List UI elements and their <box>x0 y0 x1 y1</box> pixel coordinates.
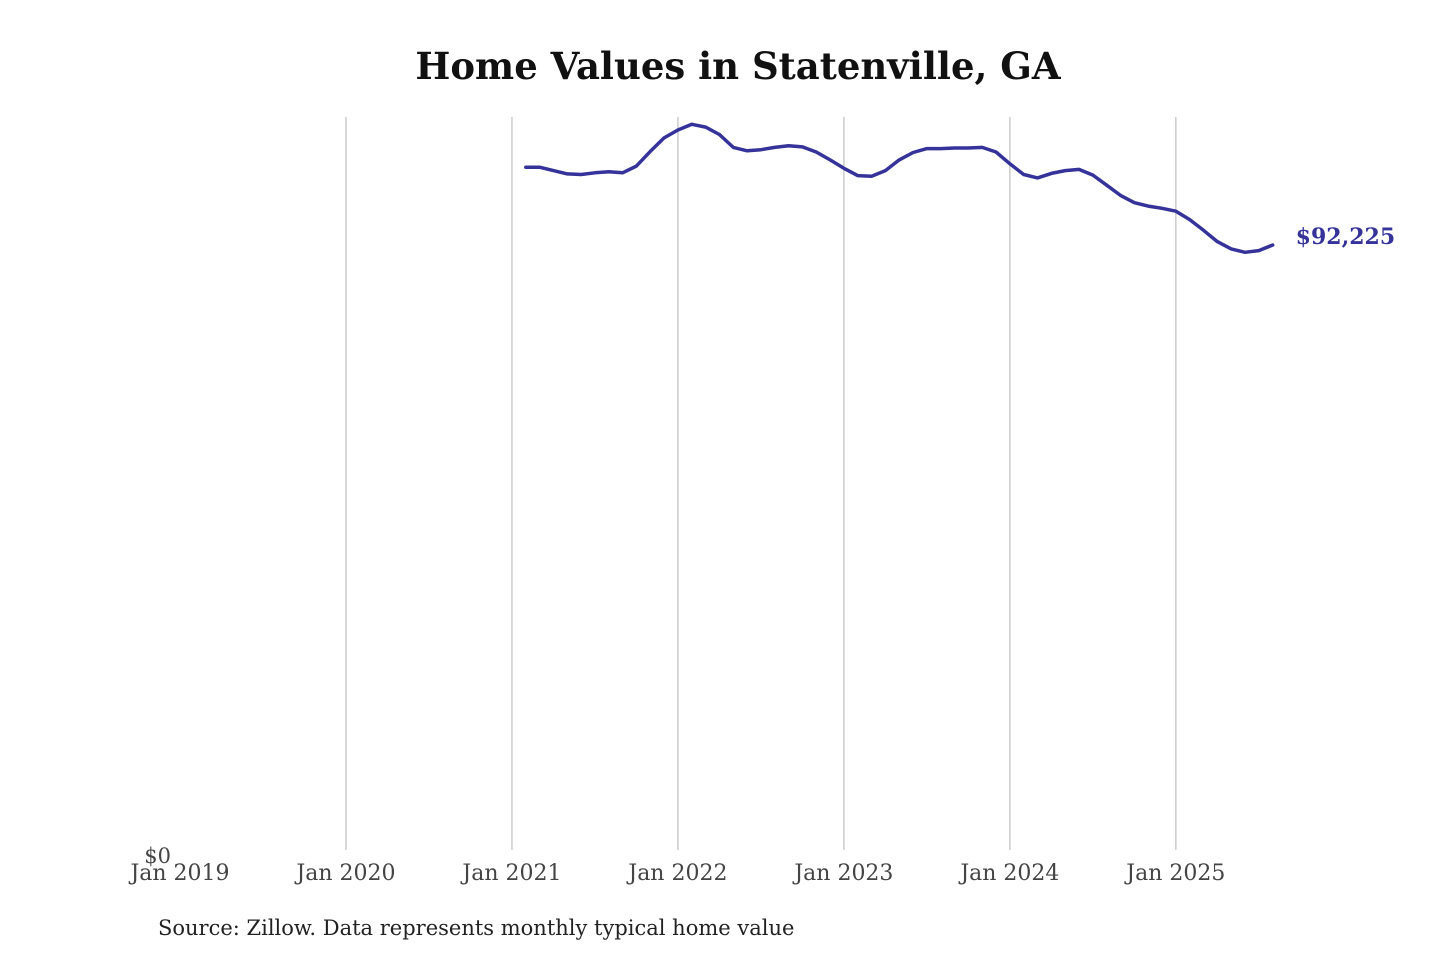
gridlines <box>345 117 1177 850</box>
series-layer: $92,225 <box>524 122 1396 255</box>
x-axis-ticks: Jan 2019 Jan 2020 Jan 2021 Jan 2022 Jan 2023… <box>128 861 1225 886</box>
x-tick-label: Jan 2019 <box>128 861 229 886</box>
end-value-label: $92,225 <box>1296 224 1396 250</box>
chart-title: Home Values in Statenville, GA <box>415 44 1061 88</box>
series-line <box>524 122 1275 255</box>
y-tick-label: $0 <box>144 844 171 868</box>
x-tick-label: Jan 2023 <box>792 861 893 886</box>
x-tick-label: Jan 2022 <box>626 861 727 886</box>
x-tick-label: Jan 2025 <box>1124 861 1225 886</box>
x-tick-label: Jan 2024 <box>958 861 1059 886</box>
x-tick-label: Jan 2020 <box>294 861 395 886</box>
x-tick-label: Jan 2021 <box>460 861 561 886</box>
y-axis-ticks: $0 <box>144 844 171 868</box>
source-note: Source: Zillow. Data represents monthly … <box>158 916 795 940</box>
